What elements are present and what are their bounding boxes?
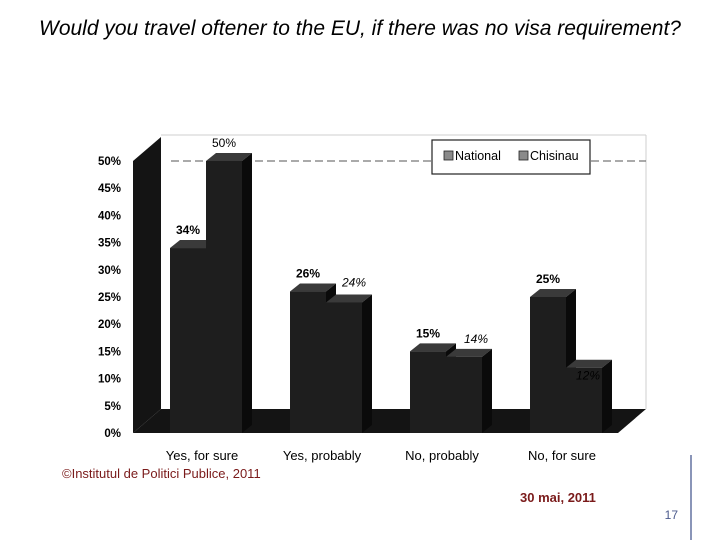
bar-national (170, 248, 206, 433)
bar-top (206, 153, 252, 161)
decorative-line (690, 455, 692, 540)
bar-side (242, 153, 252, 433)
y-tick-label: 50% (98, 156, 121, 168)
legend-label: National (455, 149, 501, 163)
bar-chisinau (566, 367, 602, 433)
category-label: No, for sure (528, 448, 596, 463)
data-label: 24% (341, 275, 366, 289)
y-tick-label: 10% (98, 374, 121, 386)
bar-chisinau (326, 302, 362, 433)
bar-top (530, 289, 576, 297)
data-label: 25% (536, 272, 560, 286)
copyright-text: ©Institutul de Politici Publice, 2011 (62, 466, 261, 481)
legend-swatch (443, 150, 454, 161)
data-label: 15% (416, 326, 440, 340)
data-label: 12% (576, 369, 600, 383)
data-label: 14% (464, 332, 488, 346)
bar-chisinau (206, 161, 242, 433)
chart-floor (133, 409, 646, 433)
bar-side (362, 294, 372, 433)
bar-top (170, 240, 216, 249)
legend-box (431, 139, 591, 175)
bar-top (566, 359, 612, 368)
bar-top (326, 294, 372, 303)
slide-title: Would you travel oftener to the EU, if t… (39, 17, 681, 40)
slide-number: 17 (664, 508, 678, 522)
bar-top (410, 343, 456, 352)
legend-label: Chisinau (530, 149, 579, 163)
bar-national (530, 297, 566, 433)
category-label: No, probably (405, 448, 479, 463)
y-tick-label: 40% (98, 210, 121, 222)
bar-chisinau (446, 356, 482, 433)
y-tick-label: 15% (98, 346, 121, 358)
bar-side (602, 359, 612, 433)
y-tick-label: 25% (98, 292, 121, 304)
y-tick-label: 20% (98, 319, 121, 331)
date-text: 30 mai, 2011 (520, 490, 596, 505)
legend-swatch (518, 150, 529, 161)
y-tick-label: 5% (104, 401, 121, 413)
y-tick-label: 30% (98, 265, 121, 277)
bar-top (446, 348, 492, 357)
bar-national (290, 291, 326, 433)
chart-side-wall (133, 137, 161, 433)
y-tick-label: 35% (98, 238, 121, 250)
y-tick-label: 45% (98, 183, 121, 195)
category-label: Yes, for sure (166, 448, 239, 463)
y-tick-label: 0% (104, 428, 121, 440)
bar-top (290, 283, 336, 292)
bar-national (410, 351, 446, 433)
bar-side (482, 348, 492, 433)
data-label: 26% (296, 267, 320, 281)
category-label: Yes, probably (283, 448, 362, 463)
data-label: 50% (212, 136, 236, 150)
data-label: 34% (176, 223, 200, 237)
